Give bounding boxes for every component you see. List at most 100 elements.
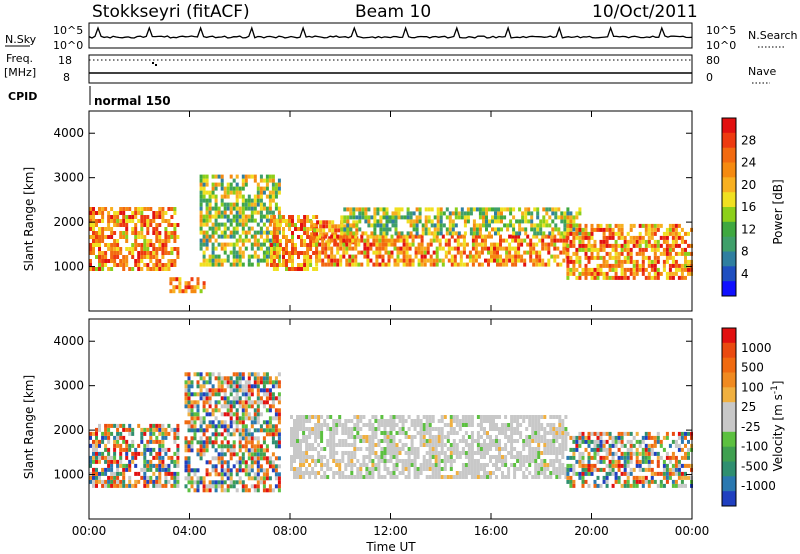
heatmap-cell [363,254,367,259]
heatmap-cell [104,255,108,259]
heatmap-cell [415,215,419,220]
heatmap-cell [149,467,153,472]
heatmap-cell [680,471,684,476]
heatmap-cell [387,258,391,263]
heatmap-cell [291,251,294,255]
heatmap-cell [101,227,105,231]
heatmap-cell [684,431,687,436]
heatmap-cell [416,451,420,455]
heatmap-cell [146,219,150,223]
heatmap-cell [205,472,209,477]
heatmap-cell [205,258,209,263]
heatmap-cell [455,431,459,435]
heatmap-cell [379,207,383,212]
heatmap-cell [190,428,194,433]
heatmap-cell [125,239,129,243]
heatmap-cell [420,262,424,267]
heatmap-cell [199,194,203,199]
heatmap-cell [451,227,455,232]
heatmap-cell [341,451,345,455]
heatmap-cell [211,424,215,429]
heatmap-cell [411,238,415,243]
heatmap-cell [453,246,457,251]
heatmap-cell [247,488,251,493]
heatmap-cell [383,455,387,459]
heatmap-cell [291,223,294,227]
heatmap-cell [449,467,453,471]
heatmap-cell [131,227,135,231]
heatmap-cell [626,475,630,480]
heatmap-cell [350,471,354,475]
heatmap-cell [559,262,563,267]
heatmap-cell [291,267,294,271]
heatmap-cell [544,262,548,267]
heatmap-cell [164,243,168,247]
heatmap-cell [134,211,138,215]
heatmap-cell [262,190,266,195]
heatmap-cell [305,415,309,419]
heatmap-cell [346,219,350,224]
heatmap-cell [125,455,129,460]
heatmap-cell [211,190,215,195]
heatmap-cell [423,250,427,255]
heatmap-cell [611,459,615,464]
heatmap-cell [632,451,636,456]
heatmap-cell [211,432,215,437]
heatmap-cell [176,471,180,476]
heatmap-cell [303,267,307,271]
heatmap-cell [349,207,353,212]
heatmap-cell [282,247,285,251]
heatmap-cell [223,234,227,239]
heatmap-cell [626,231,630,236]
heatmap-cell [193,285,197,290]
heatmap-cell [119,443,123,448]
heatmap-cell [110,215,114,219]
heatmap-cell [427,231,431,236]
heatmap-cell [389,423,393,427]
heatmap-cell [397,215,401,220]
heatmap-cell [558,419,562,423]
heatmap-cell [547,262,551,267]
heatmap-cell [232,218,236,223]
heatmap-cell [256,480,260,485]
heatmap-cell [220,210,224,215]
heatmap-cell [626,463,630,468]
heatmap-cell [293,443,296,447]
heatmap-cell [534,463,538,467]
heatmap-cell [394,207,398,212]
cpid-label: CPID [8,90,37,103]
heatmap-cell [226,384,230,389]
heatmap-cell [528,455,532,459]
heatmap-cell [140,255,144,259]
heatmap-cell [553,242,557,247]
heatmap-cell [566,255,570,260]
heatmap-cell [187,440,191,445]
heatmap-cell [104,455,108,460]
heatmap-cell [217,424,221,429]
heatmap-cell [342,250,346,255]
heatmap-cell [232,202,236,207]
heatmap-cell [584,471,588,476]
heatmap-cell [101,455,105,460]
heatmap-cell [300,227,303,231]
heatmap-cell [178,285,182,290]
heatmap-cell [107,459,111,464]
heatmap-cell [665,475,669,480]
heatmap-cell [299,463,302,467]
heatmap-cell [247,388,251,393]
heatmap-cell [241,424,245,429]
heatmap-cell [238,440,242,445]
heatmap-cell [311,415,315,419]
heatmap-cell [131,431,135,436]
heatmap-cell [593,443,597,448]
heatmap-cell [325,240,329,245]
heatmap-cell [584,243,588,248]
heatmap-cell [532,242,536,247]
heatmap-cell [113,483,117,488]
heatmap-cell [164,467,168,472]
heatmap-cell [671,479,675,484]
heatmap-cell [285,259,288,263]
heatmap-cell [599,435,603,440]
heatmap-cell [359,447,363,451]
heatmap-cell [406,215,410,220]
